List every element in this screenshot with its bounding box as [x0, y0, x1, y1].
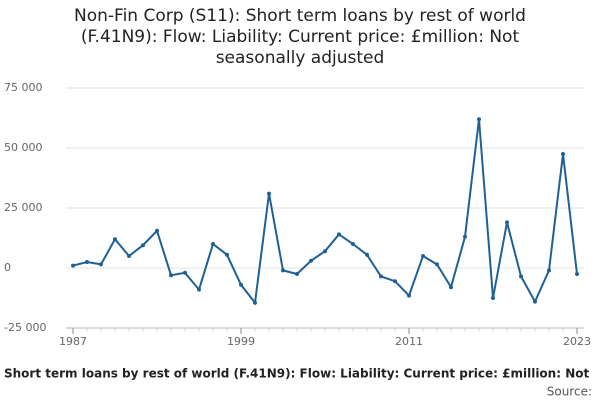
data-point: [421, 254, 425, 258]
data-point: [309, 258, 313, 263]
data-point: [99, 262, 103, 267]
data-point: [267, 191, 271, 196]
data-point: [127, 254, 131, 258]
data-point: [407, 293, 411, 298]
data-point: [225, 252, 229, 257]
data-point: [393, 279, 397, 284]
data-point: [197, 287, 201, 292]
data-point: [71, 263, 75, 268]
x-tick-label: 2023: [563, 335, 591, 348]
data-point: [239, 282, 243, 287]
data-point: [85, 260, 89, 264]
x-tick-label: 2011: [395, 335, 423, 348]
data-point: [435, 262, 439, 267]
data-point: [533, 299, 537, 304]
y-tick-label: 50 000: [4, 141, 43, 154]
data-point: [169, 273, 173, 278]
data-point: [449, 285, 453, 290]
data-point: [519, 274, 523, 279]
footnote: Short term loans by rest of world (F.41N…: [4, 367, 589, 381]
chart-title: Non-Fin Corp (S11): Short term loans by …: [74, 6, 526, 68]
data-point: [155, 228, 159, 233]
x-tick-label: 1999: [227, 335, 255, 348]
data-point: [379, 274, 383, 279]
data-point: [295, 272, 299, 276]
series-line: [72, 119, 578, 306]
data-point: [365, 252, 369, 257]
data-point: [575, 272, 579, 276]
data-point: [141, 243, 145, 248]
source: Source:: [547, 385, 592, 399]
data-point: [211, 242, 215, 246]
y-tick-label: 25 000: [4, 201, 43, 214]
data-point: [351, 242, 355, 246]
data-point: [337, 232, 341, 237]
data-point: [477, 117, 481, 122]
y-tick-label: 75 000: [4, 81, 43, 94]
data-point: [463, 234, 467, 239]
y-tick-label: 0: [4, 261, 11, 274]
data-point: [561, 152, 565, 156]
data-point: [253, 300, 257, 305]
data-point: [547, 268, 551, 273]
y-tick-label: -25 000: [4, 321, 46, 334]
data-point: [323, 249, 327, 254]
data-point: [505, 220, 509, 225]
x-tick-label: 1987: [59, 335, 87, 348]
data-point: [113, 237, 117, 242]
data-point: [281, 268, 285, 273]
data-point: [491, 296, 495, 300]
data-point: [183, 270, 187, 275]
